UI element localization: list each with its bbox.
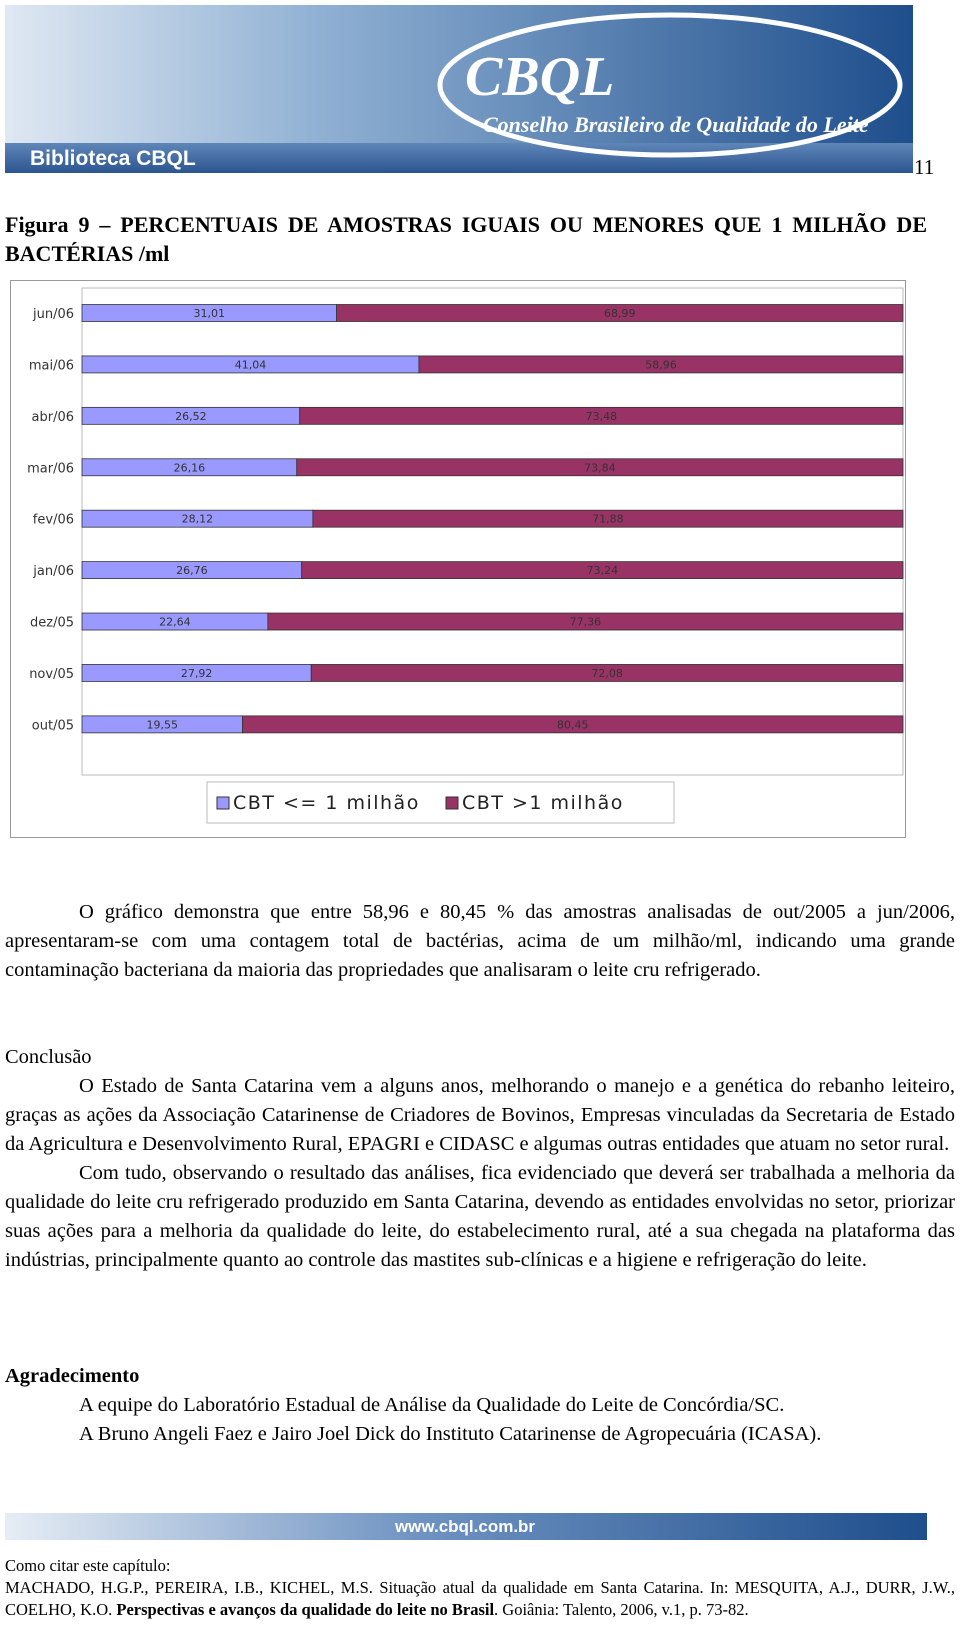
bar	[418, 355, 904, 374]
y-tick-label: dez/05	[30, 616, 74, 631]
acknowledgement-heading: Agradecimento	[5, 1365, 140, 1387]
value-label: 28,12	[182, 513, 214, 526]
analysis-paragraph: O gráfico demonstra que entre 58,96 e 80…	[5, 901, 955, 981]
value-label: 19,55	[147, 718, 179, 731]
bar	[336, 304, 904, 322]
legend-swatch	[216, 796, 230, 810]
legend-label: CBT <= 1 milhão	[233, 792, 420, 814]
bar	[296, 458, 904, 477]
value-label: 68,99	[604, 307, 636, 320]
value-label: 41,04	[235, 358, 267, 371]
value-label: 31,01	[194, 307, 226, 320]
y-tick-label: out/05	[32, 718, 74, 733]
citation-part: . Goiânia: Talento, 2006, v.1, p. 73-82.	[494, 1600, 749, 1619]
legend-swatch	[445, 796, 459, 810]
value-label: 73,24	[587, 564, 619, 577]
value-label: 27,92	[181, 667, 213, 680]
paragraph: O Estado de Santa Catarina vem a alguns …	[5, 1075, 955, 1155]
chart: jun/06 31,01 68,99 mai/06 41,04 58,96 abr/06 26…	[10, 280, 906, 838]
figure-caption: Figura 9 – PERCENTUAIS DE AMOSTRAS IGUAI…	[5, 212, 927, 266]
bar	[312, 509, 904, 528]
bar	[310, 664, 904, 682]
bar	[267, 612, 904, 631]
bar	[299, 406, 904, 425]
legend	[206, 781, 675, 824]
legend-label: CBT >1 milhão	[462, 792, 624, 814]
value-label: 71,88	[592, 513, 624, 526]
acknowledgements: A equipe do Laboratório Estadual de Anál…	[5, 1391, 955, 1449]
y-tick-label: mar/06	[27, 461, 74, 476]
conclusion: O Estado de Santa Catarina vem a alguns …	[5, 1072, 955, 1275]
brand: Biblioteca CBQL	[30, 147, 196, 170]
value-label: 26,52	[175, 410, 207, 423]
paragraph: A Bruno Angeli Faez e Jairo Joel Dick do…	[79, 1423, 822, 1445]
value-label: 80,45	[557, 718, 589, 731]
y-tick-label: nov/05	[29, 667, 74, 682]
conclusion-heading: Conclusão	[5, 1046, 92, 1068]
page-number: 11	[914, 155, 935, 179]
logo: CBQL	[465, 46, 614, 108]
citation-text: MACHADO, H.G.P., PEREIRA, I.B., KICHEL, …	[5, 1577, 955, 1621]
y-tick-label: abr/06	[32, 410, 75, 425]
bar	[242, 715, 904, 734]
citation: Como citar este capítulo: MACHADO, H.G.P…	[5, 1555, 955, 1621]
value-label: 77,36	[570, 616, 602, 629]
url: www.cbql.com.br	[394, 1517, 535, 1536]
value-label: 26,16	[174, 461, 206, 474]
paragraph: Com tudo, observando o resultado das aná…	[5, 1162, 955, 1271]
citation-label: Como citar este capítulo:	[5, 1556, 171, 1575]
value-label: 26,76	[176, 564, 208, 577]
y-tick-label: mai/06	[29, 358, 74, 373]
header-banner: Biblioteca CBQL CBQL Conselho Brasileiro…	[5, 5, 913, 173]
footer-banner: www.cbql.com.br	[5, 1513, 927, 1540]
paragraph: A equipe do Laboratório Estadual de Anál…	[79, 1394, 785, 1416]
org-name: Conselho Brasileiro de Qualidade do Leit…	[483, 112, 869, 137]
value-label: 73,84	[584, 461, 616, 474]
bar	[301, 561, 904, 580]
value-label: 72,08	[591, 667, 623, 680]
value-label: 73,48	[586, 410, 618, 423]
y-tick-label: jan/06	[32, 564, 74, 579]
y-tick-label: jun/06	[32, 307, 74, 322]
citation-part: MACHADO, H.G.P., PEREIRA, I.B., KICHEL, …	[5, 1578, 955, 1619]
value-label: 58,96	[645, 358, 677, 371]
citation-title: Perspectivas e avanços da qualidade do l…	[116, 1600, 495, 1619]
y-tick-label: fev/06	[33, 513, 74, 528]
value-label: 22,64	[159, 616, 191, 629]
